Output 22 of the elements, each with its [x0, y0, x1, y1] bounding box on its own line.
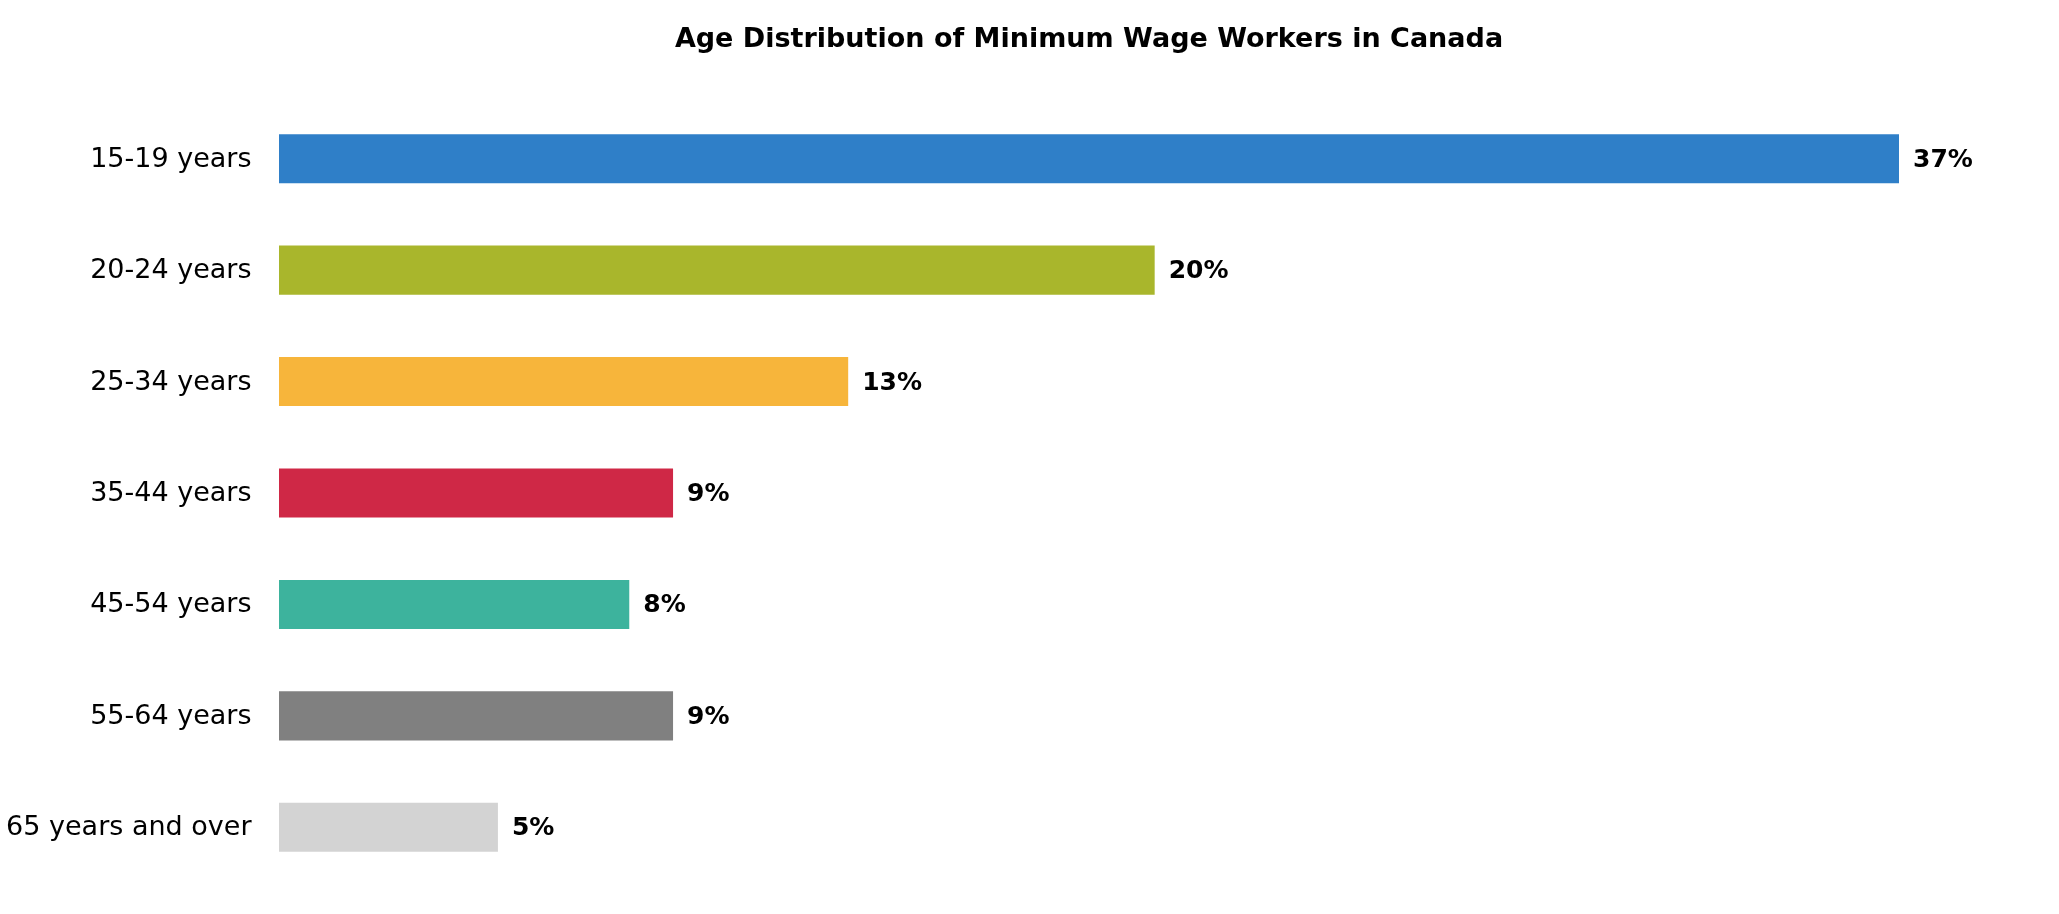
data-label: 9% [687, 700, 730, 730]
bar [279, 245, 1155, 295]
data-label: 20% [1168, 255, 1229, 285]
y-tick-label: 55-64 years [90, 698, 252, 730]
y-tick-label: 35-44 years [90, 476, 252, 507]
data-label: 5% [511, 812, 555, 842]
bar [279, 134, 1899, 184]
y-tick-label: 15-19 years [90, 141, 252, 173]
bar [279, 357, 849, 407]
bar [279, 579, 630, 629]
bar [279, 691, 674, 741]
bar [279, 468, 674, 518]
data-label: 8% [643, 589, 686, 619]
y-tick-label: 20-24 years [90, 253, 252, 285]
chart-title: Age Distribution of Minimum Wage Workers in Canada [674, 22, 1504, 53]
y-tick-label: 65 years and over [6, 810, 253, 842]
data-label: 9% [687, 478, 730, 507]
bar [279, 802, 498, 852]
y-tick-label: 45-54 years [90, 587, 252, 619]
y-tick-label: 25-34 years [90, 364, 252, 396]
data-label: 13% [862, 366, 923, 396]
data-label: 37% [1913, 143, 1973, 173]
